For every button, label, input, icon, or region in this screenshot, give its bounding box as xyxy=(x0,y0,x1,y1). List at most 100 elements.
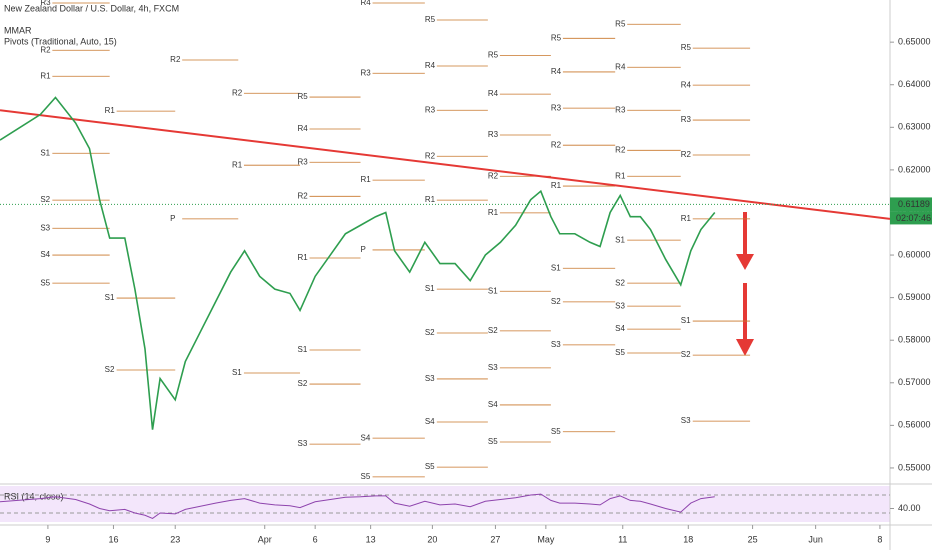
pivot-label: R4 xyxy=(361,0,372,7)
x-tick-label: Jun xyxy=(808,534,823,544)
x-tick-label: 9 xyxy=(45,534,50,544)
y-tick-label: 0.64000 xyxy=(898,79,931,89)
pivot-label: R5 xyxy=(681,43,692,52)
x-tick-label: 27 xyxy=(490,534,500,544)
x-tick-label: 13 xyxy=(366,534,376,544)
pivot-label: R3 xyxy=(615,105,626,114)
pivot-label: R2 xyxy=(551,140,562,149)
pivot-label: S4 xyxy=(425,417,435,426)
x-tick-label: 16 xyxy=(108,534,118,544)
x-tick-label: 11 xyxy=(618,534,627,544)
arrow xyxy=(736,283,754,356)
pivot-label: R2 xyxy=(40,45,51,54)
last-price-label: 0.61189 xyxy=(898,199,930,209)
pivot-label: S4 xyxy=(40,250,50,259)
pivot-label: S1 xyxy=(681,316,691,325)
pivot-label: R5 xyxy=(298,92,309,101)
y-tick-label: 0.58000 xyxy=(898,335,931,345)
y-tick-label: 0.65000 xyxy=(898,37,931,47)
pivot-label: S3 xyxy=(488,363,498,372)
pivot-label: R2 xyxy=(298,191,309,200)
y-tick-label: 0.62000 xyxy=(898,164,931,174)
pivot-label: R1 xyxy=(681,214,692,223)
pivot-label: R4 xyxy=(551,67,562,76)
rsi-title: RSI (14, close) xyxy=(4,491,64,501)
pivot-label: R1 xyxy=(298,253,309,262)
pivot-label: S3 xyxy=(298,439,308,448)
pivot-label: S4 xyxy=(488,400,498,409)
pivot-label: R1 xyxy=(488,208,499,217)
countdown-tag xyxy=(890,211,932,225)
pivot-label: S3 xyxy=(425,374,435,383)
indicator-label: Pivots (Traditional, Auto, 15) xyxy=(4,36,117,46)
pivot-label: S5 xyxy=(551,427,561,436)
pivot-label: R1 xyxy=(232,160,243,169)
pivot-label: S5 xyxy=(40,278,50,287)
x-tick-label: 18 xyxy=(683,534,693,544)
x-tick-label: 20 xyxy=(427,534,437,544)
y-tick-label: 0.60000 xyxy=(898,249,931,259)
y-tick-label: 0.59000 xyxy=(898,292,931,302)
chart-title: New Zealand Dollar / U.S. Dollar, 4h, FX… xyxy=(4,3,179,13)
x-tick-label: 8 xyxy=(877,534,882,544)
y-tick-label: 0.56000 xyxy=(898,420,931,430)
pivot-label: R2 xyxy=(681,150,692,159)
pivot-label: S5 xyxy=(425,462,435,471)
pivot-label: R5 xyxy=(488,50,499,59)
pivot-label: R3 xyxy=(298,157,309,166)
pivot-label: S1 xyxy=(488,286,498,295)
rsi-pane xyxy=(0,486,890,522)
pivot-label: S3 xyxy=(40,223,50,232)
pivot-label: R3 xyxy=(361,68,372,77)
indicator-label: MMAR xyxy=(4,25,32,35)
pivot-label: S2 xyxy=(681,350,691,359)
pivot-label: R3 xyxy=(488,130,499,139)
x-tick-label: May xyxy=(537,534,555,544)
pivot-label: R3 xyxy=(551,103,562,112)
pivot-label: R4 xyxy=(488,89,499,98)
pivot-label: R2 xyxy=(488,171,499,180)
y-tick-label: 0.63000 xyxy=(898,122,931,132)
y-tick-label: 0.55000 xyxy=(898,462,931,472)
pivot-label: R1 xyxy=(425,195,436,204)
pivot-label: R2 xyxy=(170,55,181,64)
pivot-label: R4 xyxy=(615,62,626,71)
pivot-label: S2 xyxy=(488,326,498,335)
pivot-label: P xyxy=(170,214,175,223)
pivot-label: S3 xyxy=(615,301,625,310)
pivot-label: R5 xyxy=(615,19,626,28)
pivot-label: S1 xyxy=(551,263,561,272)
pivot-label: R4 xyxy=(681,80,692,89)
pivot-label: R1 xyxy=(551,181,562,190)
pivot-label: R1 xyxy=(105,106,116,115)
x-tick-label: 25 xyxy=(748,534,758,544)
pivot-label: S1 xyxy=(425,284,435,293)
pivot-label: S4 xyxy=(615,324,625,333)
pivot-label: S1 xyxy=(615,235,625,244)
pivot-label: S5 xyxy=(488,437,498,446)
x-tick-label: 6 xyxy=(313,534,318,544)
pivot-label: S2 xyxy=(425,328,435,337)
pivot-label: P xyxy=(361,245,366,254)
pivot-label: R4 xyxy=(298,124,309,133)
pivot-label: S3 xyxy=(551,340,561,349)
pivot-label: R5 xyxy=(425,15,436,24)
x-tick-label: Apr xyxy=(258,534,272,544)
pivot-label: S2 xyxy=(551,297,561,306)
pivot-label: R4 xyxy=(425,61,436,70)
pivot-label: R1 xyxy=(361,175,372,184)
pivot-label: S5 xyxy=(615,348,625,357)
last-price-tag xyxy=(890,197,932,212)
pivot-label: S1 xyxy=(105,293,115,302)
pivot-label: S2 xyxy=(40,195,50,204)
x-tick-label: 23 xyxy=(170,534,180,544)
pivot-label: S2 xyxy=(105,365,115,374)
pivot-label: R3 xyxy=(425,105,436,114)
pivot-label: R1 xyxy=(40,71,51,80)
pivot-label: R2 xyxy=(615,145,626,154)
pivot-label: R1 xyxy=(615,171,626,180)
countdown-label: 02:07:46 xyxy=(896,213,931,223)
pivot-label: S4 xyxy=(361,433,371,442)
pivot-label: S1 xyxy=(232,368,242,377)
